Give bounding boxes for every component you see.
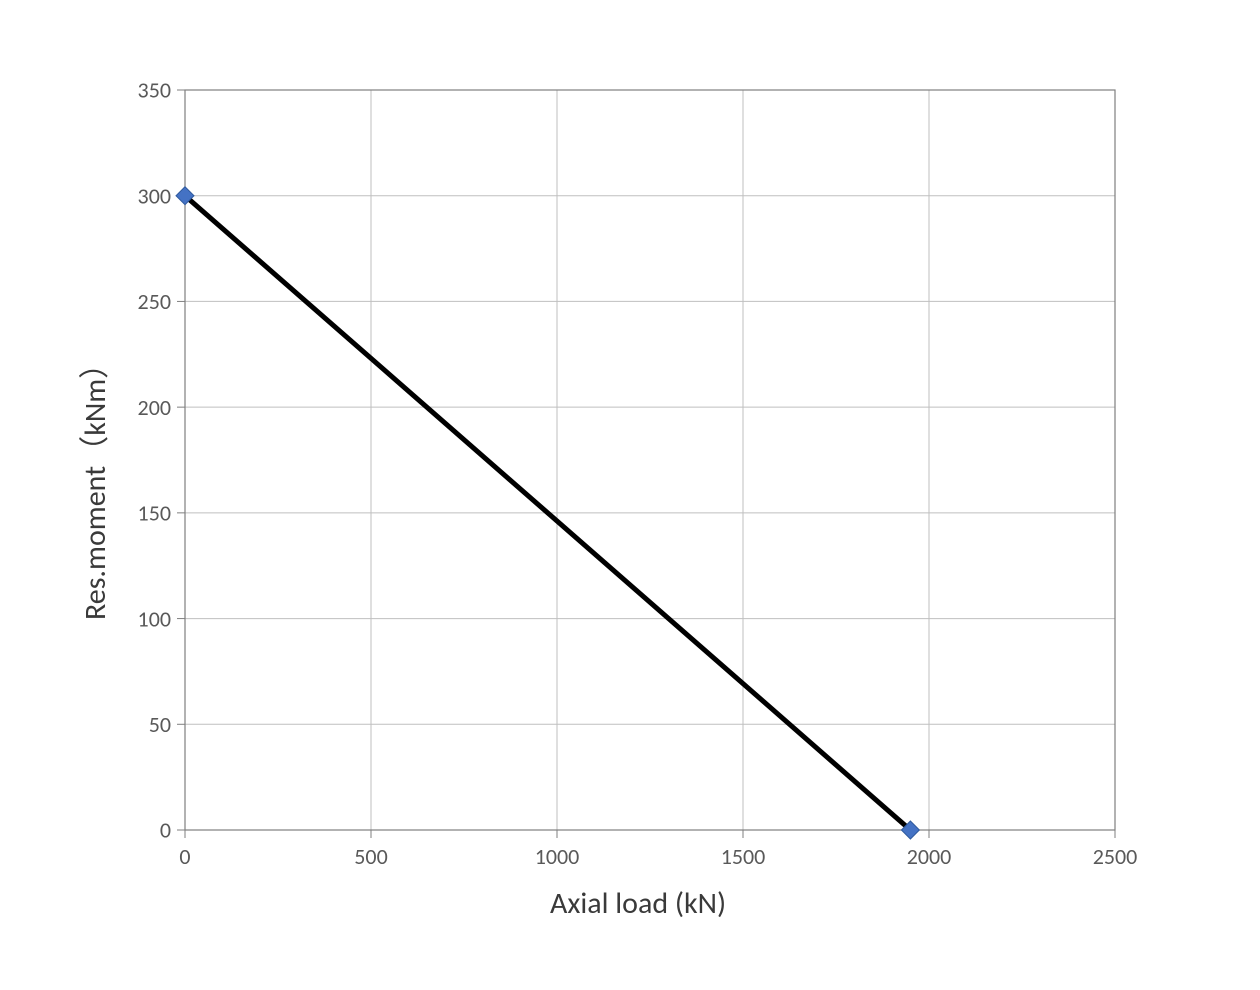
x-tick-label: 1500: [721, 843, 766, 870]
x-tick-label: 0: [179, 843, 190, 870]
y-tick-label: 250: [138, 288, 171, 315]
y-tick-label: 150: [138, 500, 171, 527]
x-tick-label: 500: [354, 843, 387, 870]
y-tick-label: 50: [149, 711, 171, 738]
y-tick-label: 350: [138, 77, 171, 104]
x-axis-label: Axial load (kN): [550, 885, 726, 922]
x-tick-label: 1000: [535, 843, 580, 870]
chart-container: 0 500 1000 1500 2000 2500 0 50 100 150 200 250 300 35…: [0, 0, 1260, 990]
x-tick-label: 2500: [1093, 843, 1138, 870]
x-tick-label: 2000: [907, 843, 952, 870]
y-axis-label: Res.moment（kNm）: [70, 349, 114, 620]
y-tick-label: 100: [138, 605, 171, 632]
y-tick-label: 300: [138, 182, 171, 209]
chart-svg: 0 500 1000 1500 2000 2500 0 50 100 150 200 250 300 35…: [0, 0, 1260, 990]
y-tick-label: 0: [160, 817, 171, 844]
y-tick-label: 200: [138, 394, 171, 421]
